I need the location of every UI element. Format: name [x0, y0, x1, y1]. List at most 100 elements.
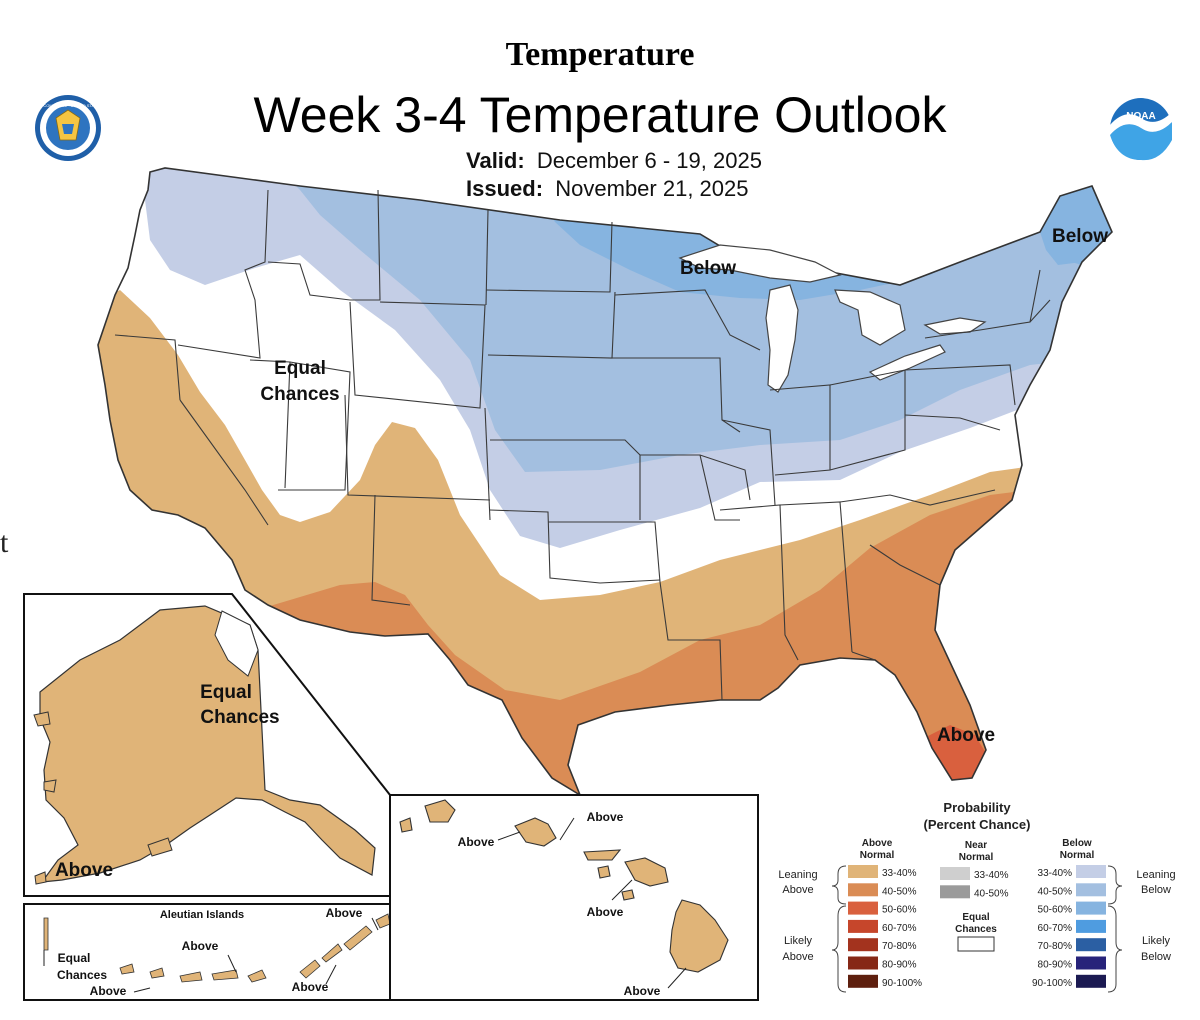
lake-ontario [923, 317, 987, 335]
legend-likely-below-line2: Below [1141, 951, 1171, 963]
lake-huron [834, 289, 906, 346]
legend-leaning-below-line1: Leaning [1136, 869, 1175, 881]
conus-outline [97, 167, 1113, 797]
lake-michigan [765, 284, 799, 393]
legend-near-range-2: 40-50% [974, 888, 1009, 899]
main-title: Week 3-4 Temperature Outlook [253, 87, 947, 143]
conus-above-33-40-zone [98, 290, 1040, 795]
hawaii-above-label-3: Above [587, 905, 624, 919]
legend-below-range-4: 60-70% [1038, 923, 1073, 934]
aleutian-above-label-4: Above [326, 906, 363, 920]
legend-below-swatch-3 [1076, 901, 1106, 915]
legend-near-swatch-2 [940, 885, 970, 899]
brace-likely-above [831, 905, 847, 993]
aleutian-leader-lines [43, 917, 379, 993]
aleutian-equal-chances-line1: Equal [58, 951, 91, 965]
valid-line: Valid: December 6 - 19, 2025 [466, 148, 762, 174]
issued-date: November 21, 2025 [555, 176, 749, 201]
hawaii-above-label-1: Above [458, 835, 495, 849]
legend-above-range-7: 90-100% [882, 978, 922, 989]
brace-likely-below [1107, 905, 1123, 993]
legend-below-header-line2: Normal [1060, 850, 1095, 861]
noaa-logo-text: NOAA [1126, 111, 1155, 122]
alaska-island-3 [147, 837, 173, 857]
legend-equal-chances-swatch [957, 936, 995, 952]
lake-erie [868, 344, 946, 381]
legend-below-range-7: 90-100% [1032, 978, 1072, 989]
aleutian-islands [43, 913, 391, 983]
state-borders [114, 189, 1051, 701]
conus-below-50-60-zone-maine [1040, 186, 1112, 265]
issued-line: Issued: November 21, 2025 [466, 176, 749, 202]
legend-above-swatch-5 [848, 938, 878, 952]
legend-above-header-line1: Above [862, 838, 893, 849]
legend-above-swatch-4 [848, 919, 878, 933]
legend-braces [831, 865, 1123, 993]
legend-above-swatch-2 [848, 883, 878, 897]
legend-below-swatch-5 [1076, 938, 1106, 952]
legend-above-header-line2: Normal [860, 850, 895, 861]
alaska-equal-chances-zone [214, 610, 259, 677]
legend-title-line2: (Percent Chance) [924, 817, 1031, 832]
legend-equal-line1: Equal [962, 912, 989, 923]
valid-dates: December 6 - 19, 2025 [536, 148, 762, 173]
alaska-above-label: Above [55, 860, 113, 881]
legend-leaning-below-line2: Below [1141, 884, 1171, 896]
legend-above-range-2: 40-50% [882, 886, 917, 897]
alaska-equal-chances-label-line2: Chances [200, 707, 279, 728]
legend-leaning-above-line2: Above [782, 884, 813, 896]
legend-below-swatch-1 [1076, 865, 1106, 878]
legend-below-header-line1: Below [1062, 838, 1092, 849]
legend-above-swatch-6 [848, 956, 878, 970]
aleutian-inset: Aleutian Islands Equal Chances Above Abo… [23, 903, 391, 1001]
legend-likely-below-line1: Likely [1142, 935, 1171, 947]
alaska-island-2 [43, 779, 57, 793]
legend-likely-above-line2: Above [782, 951, 813, 963]
legend-above-range-3: 50-60% [882, 905, 917, 916]
noaa-logo: NOAA [1110, 98, 1172, 161]
legend-above-range-6: 80-90% [882, 960, 917, 971]
left-edge-glyph: t [0, 526, 9, 559]
legend-below-range-5: 70-80% [1038, 941, 1073, 952]
legend-near-header-line1: Near [965, 840, 987, 851]
aleutian-above-label-3: Above [292, 980, 329, 994]
legend-near-header-line2: Normal [959, 852, 994, 863]
hawaii-above-label-2: Above [587, 810, 624, 824]
legend-above-range-4: 60-70% [882, 923, 917, 934]
header-title: Temperature [505, 36, 695, 73]
issued-label: Issued: [466, 176, 544, 201]
conus-equal-chances-label-line1: Equal [274, 358, 326, 379]
legend-above-swatch-1 [848, 865, 878, 878]
legend-below-swatch-7 [1076, 974, 1106, 988]
legend: Probability (Percent Chance) Above Norma… [778, 800, 1176, 993]
hawaii-above-label-4: Above [624, 984, 661, 998]
legend-leaning-above-line1: Leaning [778, 869, 817, 881]
commerce-seal-logo: DEPARTMENT OF COMMERCE · UNITED STATES O… [9, 95, 128, 161]
legend-near-range-1: 33-40% [974, 870, 1009, 881]
legend-below-swatch-4 [1076, 919, 1106, 933]
conus-above-label-florida: Above [937, 725, 995, 746]
legend-above-range-5: 70-80% [882, 941, 917, 952]
legend-below-range-2: 40-50% [1038, 886, 1073, 897]
aleutian-above-label-2: Above [182, 939, 219, 953]
lake-superior [678, 244, 842, 283]
alaska-island-4 [34, 871, 47, 885]
legend-below-swatch-2 [1076, 883, 1106, 897]
conus-below-label-west: Below [680, 258, 736, 279]
alaska-equal-chances-label-line1: Equal [200, 682, 252, 703]
legend-below-range-1: 33-40% [1038, 868, 1073, 879]
legend-above-range-1: 33-40% [882, 868, 917, 879]
legend-above-swatch-3 [848, 901, 878, 915]
legend-below-scale: 33-40% 40-50% 50-60% 60-70% 70-80% 80-90% 90-1… [1032, 865, 1106, 989]
alaska-island-1 [33, 711, 51, 727]
conus-below-label-northeast: Below [1052, 226, 1108, 247]
conus-equal-chances-label-line2: Chances [260, 384, 339, 405]
legend-below-swatch-6 [1076, 956, 1106, 970]
alaska-inset: Equal Chances Above [23, 593, 391, 897]
hawaii-inset: Above Above Above Above [389, 794, 759, 1001]
legend-below-range-6: 80-90% [1038, 960, 1073, 971]
legend-near-scale: 33-40% 40-50% [940, 867, 1009, 899]
legend-likely-above-line1: Likely [784, 935, 813, 947]
valid-label: Valid: [466, 148, 525, 173]
